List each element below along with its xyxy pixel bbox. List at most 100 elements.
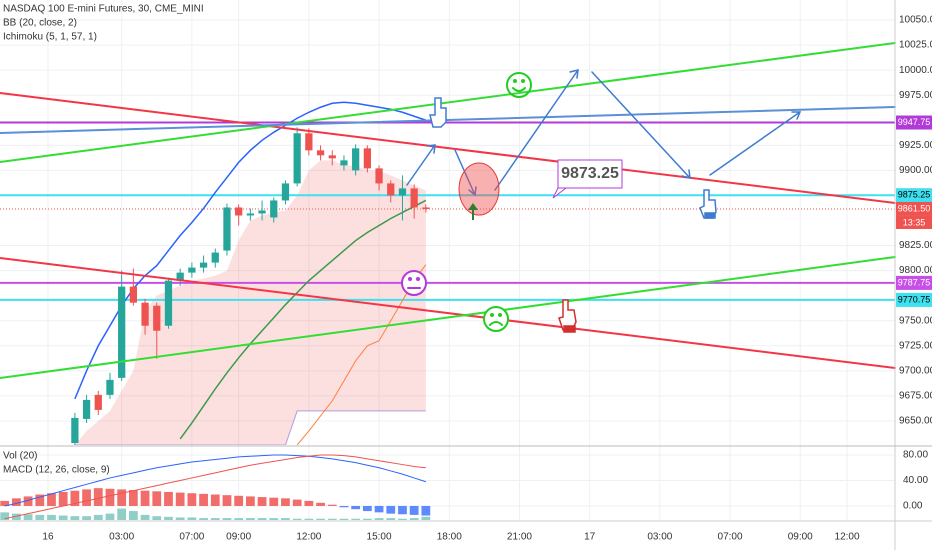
macd-histogram-bar [210,494,220,506]
x-tick-label: 09:00 [788,532,813,543]
volume-bar [339,518,349,520]
macd-histogram-bar [105,488,115,506]
volume-bar [409,518,419,520]
y-tick-label: 9800.00 [899,265,932,276]
macd-histogram-bar [257,497,267,506]
volume-bar [351,518,361,520]
countdown-bg [896,215,932,229]
volume-bar [187,517,197,520]
price-label-bg [896,188,932,203]
volume-bar [199,518,208,520]
volume-bar [58,515,68,520]
volume-bar [23,514,33,520]
axis-labels: 9650.00 9675.00 9700.00 9725.00 9750.00 9800.… [42,15,932,543]
indicator-label: BB (20, close, 2) [3,18,77,29]
grid [0,0,895,520]
macd-histogram-bar [351,505,361,510]
y-tick-label: 9675.00 [899,391,932,402]
candle-body [141,302,149,326]
smiley-neutral [401,270,427,296]
candle-body [258,210,266,214]
macd-histogram-bar [175,492,185,506]
macd-histogram-bar [292,499,302,506]
y-tick-label: 0.00 [903,501,923,512]
price-label-bg [896,115,932,130]
x-tick-label: 17 [584,532,596,543]
y-tick-label: 9650.00 [899,416,932,427]
candle-body [316,150,325,156]
smiley-happy [506,72,532,98]
countdown: 13:35 [903,217,926,227]
volume-bar [70,516,80,520]
volume-bar [175,517,185,520]
y-tick-label: 80.00 [903,450,928,461]
volume-bar [316,518,325,520]
trend-line [0,257,896,369]
macd-histogram-bar [11,498,21,506]
volume-bar [164,516,173,520]
candle-body [176,272,184,281]
macd-histogram-bar [0,500,10,506]
trend-line [0,256,896,379]
candle-body [293,133,301,184]
candle-body [422,207,430,209]
x-tick-label: 21:00 [507,532,532,543]
y-tick-label: 10050.00 [899,15,932,26]
volume-bar [292,518,302,520]
volume-bar [93,514,103,520]
y-tick-label: 9975.00 [899,90,932,101]
macd-histogram-bar [362,505,372,512]
macd-histogram-bar [140,490,150,506]
macd-line [4,454,427,507]
x-tick-label: 07:00 [179,532,204,543]
y-tick-label: 10025.00 [899,40,932,51]
volume-bar [245,518,255,520]
price-label: 9947.75 [898,117,931,127]
x-tick-label: 18:00 [437,532,462,543]
ichimoku-cloud [74,160,426,445]
volume-bar [82,516,91,520]
macd-histogram-bar [117,489,127,506]
volume-bar [140,514,150,520]
candle-body [129,286,137,303]
callout-tail [552,187,567,199]
macd-histogram-bar [316,502,325,506]
candle-body [71,417,79,443]
x-tick-label: 07:00 [718,532,743,543]
volume-bar [374,518,384,520]
candle-body [281,183,290,201]
x-tick-label: 16 [42,532,54,543]
candle-body [235,207,243,216]
y-tick-label: 9700.00 [899,365,932,376]
indicator-line [179,199,427,440]
drawings [0,42,896,379]
candle-body [363,148,371,169]
y-tick-label: 9900.00 [899,165,932,176]
candle-body [375,168,383,184]
up-arrow-icon [468,203,478,220]
trend-line [0,92,896,204]
candle-body [153,305,161,331]
candle-body [410,188,418,208]
macd-histogram-bar [304,500,314,506]
macd-histogram-bar [35,494,45,506]
price-label: 9787.75 [898,277,931,287]
volume-bar [398,518,407,520]
candle-body [118,286,126,378]
trend-line [0,106,896,134]
price-label: 9875.25 [898,190,931,200]
volume-bar [386,518,396,520]
arrows [406,69,802,197]
candle-body [246,213,254,216]
trend-line [0,42,896,163]
callout-box [557,159,623,189]
x-tick-label: 12:00 [296,532,321,543]
macd-histogram-bar [58,491,68,506]
y-tick-label: 40.00 [903,475,928,486]
candle-body [328,155,336,159]
y-tick-label: 10000.00 [899,65,932,76]
macd-histogram-bar [245,496,255,506]
candle-body [164,280,173,326]
volume-bar [128,511,138,520]
